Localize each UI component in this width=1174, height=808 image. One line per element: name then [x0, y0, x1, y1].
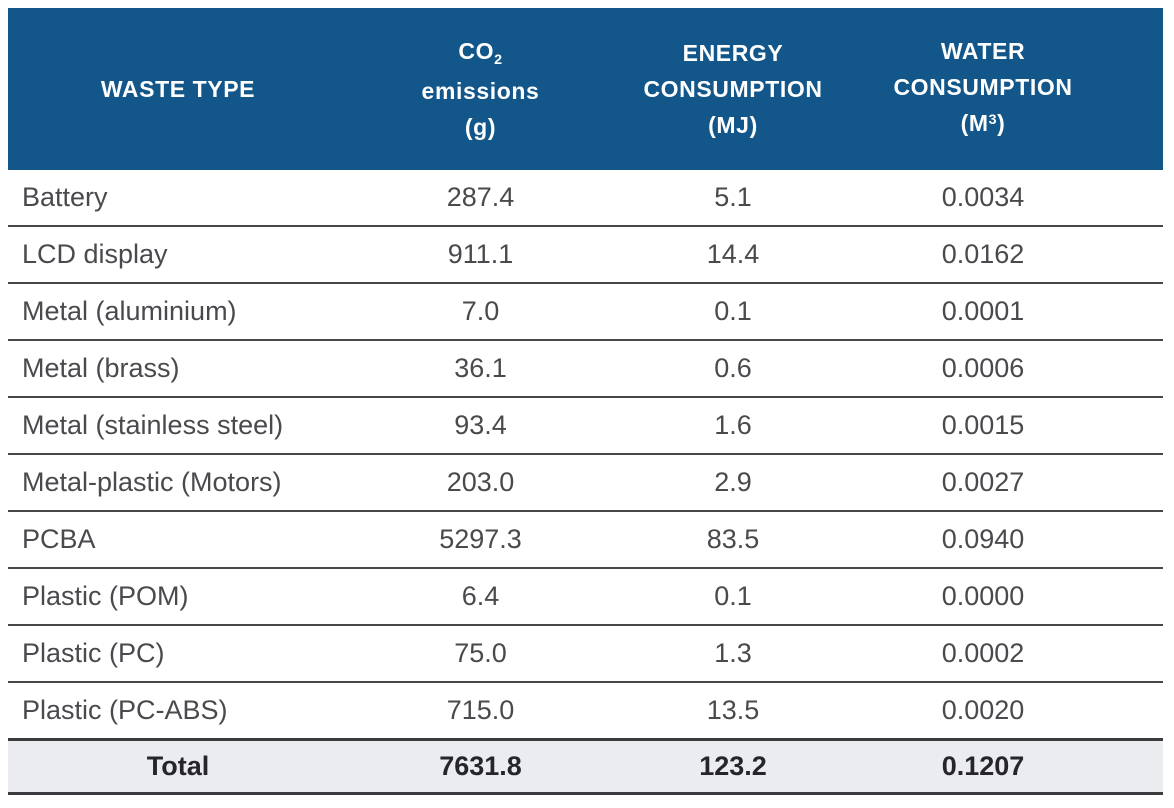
table-row-battery: Battery 287.4 5.1 0.0034	[8, 170, 1163, 226]
header-energy-consumption: ENERGY CONSUMPTION (MJ)	[613, 8, 853, 170]
cell-water: 0.0162	[853, 225, 1163, 283]
cell-co2: 911.1	[348, 225, 613, 283]
waste-emissions-table: WASTE TYPE CO2 emissions (g) ENERGY CONS…	[8, 8, 1163, 795]
header-water-line2: CONSUMPTION	[893, 74, 1073, 100]
header-water-consumption: WATER CONSUMPTION (M3)	[853, 8, 1163, 170]
header-water-unit-open: (M	[960, 110, 989, 136]
cell-water: 0.0034	[853, 170, 1163, 226]
header-row: WASTE TYPE CO2 emissions (g) ENERGY CONS…	[8, 8, 1163, 170]
cell-co2: 75.0	[348, 624, 613, 682]
cell-water: 0.0002	[853, 624, 1163, 682]
header-co2-line1: CO2	[348, 33, 613, 73]
table-row-metal-brass: Metal (brass) 36.1 0.6 0.0006	[8, 339, 1163, 397]
table-row-metal-stainless-steel: Metal (stainless steel) 93.4 1.6 0.0015	[8, 396, 1163, 454]
cell-energy: 0.1	[613, 282, 853, 340]
header-co2-line3: (g)	[464, 114, 497, 140]
header-co2-line2: emissions	[421, 78, 540, 104]
table-row-lcd-display: LCD display 911.1 14.4 0.0162	[8, 225, 1163, 283]
cell-waste-type: Plastic (PC)	[8, 624, 348, 682]
cell-waste-type: Battery	[8, 170, 348, 226]
cell-co2: 36.1	[348, 339, 613, 397]
header-co2-main: CO	[458, 38, 495, 64]
cell-water: 0.0006	[853, 339, 1163, 397]
cell-waste-type: Plastic (PC-ABS)	[8, 681, 348, 740]
table-row-plastic-pom: Plastic (POM) 6.4 0.1 0.0000	[8, 567, 1163, 625]
cell-energy: 0.6	[613, 339, 853, 397]
header-energy-line1: ENERGY	[682, 40, 784, 66]
header-waste-type: WASTE TYPE	[8, 8, 348, 170]
cell-energy: 13.5	[613, 681, 853, 740]
cell-waste-type: Metal (brass)	[8, 339, 348, 397]
table-row-plastic-pc-abs: Plastic (PC-ABS) 715.0 13.5 0.0020	[8, 681, 1163, 740]
cell-co2: 93.4	[348, 396, 613, 454]
cell-co2: 287.4	[348, 170, 613, 226]
header-waste-type-label: WASTE TYPE	[100, 76, 256, 102]
cell-co2: 715.0	[348, 681, 613, 740]
cell-waste-type: PCBA	[8, 510, 348, 568]
header-energy-line2: CONSUMPTION	[643, 76, 823, 102]
cell-energy: 2.9	[613, 453, 853, 511]
cell-energy: 5.1	[613, 170, 853, 226]
total-water: 0.1207	[853, 738, 1163, 795]
header-water-line1: WATER	[940, 38, 1026, 64]
total-label: Total	[8, 738, 348, 795]
table-body: Battery 287.4 5.1 0.0034 LCD display 911…	[8, 170, 1163, 795]
cell-energy: 1.3	[613, 624, 853, 682]
cell-energy: 0.1	[613, 567, 853, 625]
cell-co2: 7.0	[348, 282, 613, 340]
cell-co2: 203.0	[348, 453, 613, 511]
table-row-pcba: PCBA 5297.3 83.5 0.0940	[8, 510, 1163, 568]
cell-energy: 1.6	[613, 396, 853, 454]
cell-water: 0.0940	[853, 510, 1163, 568]
header-water-unit-close: )	[997, 110, 1006, 136]
cell-water: 0.0020	[853, 681, 1163, 740]
cell-water: 0.0027	[853, 453, 1163, 511]
cell-waste-type: Metal (aluminium)	[8, 282, 348, 340]
cell-co2: 5297.3	[348, 510, 613, 568]
cell-energy: 14.4	[613, 225, 853, 283]
cell-energy: 83.5	[613, 510, 853, 568]
total-co2: 7631.8	[348, 738, 613, 795]
table-header: WASTE TYPE CO2 emissions (g) ENERGY CONS…	[8, 8, 1163, 170]
header-co2-subscript: 2	[494, 51, 503, 68]
cell-water: 0.0000	[853, 567, 1163, 625]
table-row-plastic-pc: Plastic (PC) 75.0 1.3 0.0002	[8, 624, 1163, 682]
cell-co2: 6.4	[348, 567, 613, 625]
cell-waste-type: Plastic (POM)	[8, 567, 348, 625]
table-row-total: Total 7631.8 123.2 0.1207	[8, 738, 1163, 795]
cell-water: 0.0001	[853, 282, 1163, 340]
cell-waste-type: Metal (stainless steel)	[8, 396, 348, 454]
cell-waste-type: LCD display	[8, 225, 348, 283]
cell-water: 0.0015	[853, 396, 1163, 454]
header-water-line3: (M3)	[853, 105, 1113, 145]
table-row-metal-plastic-motors: Metal-plastic (Motors) 203.0 2.9 0.0027	[8, 453, 1163, 511]
header-water-superscript: 3	[988, 111, 998, 128]
cell-waste-type: Metal-plastic (Motors)	[8, 453, 348, 511]
header-co2-emissions: CO2 emissions (g)	[348, 8, 613, 170]
table-row-metal-aluminium: Metal (aluminium) 7.0 0.1 0.0001	[8, 282, 1163, 340]
header-energy-line3: (MJ)	[708, 112, 758, 138]
total-energy: 123.2	[613, 738, 853, 795]
